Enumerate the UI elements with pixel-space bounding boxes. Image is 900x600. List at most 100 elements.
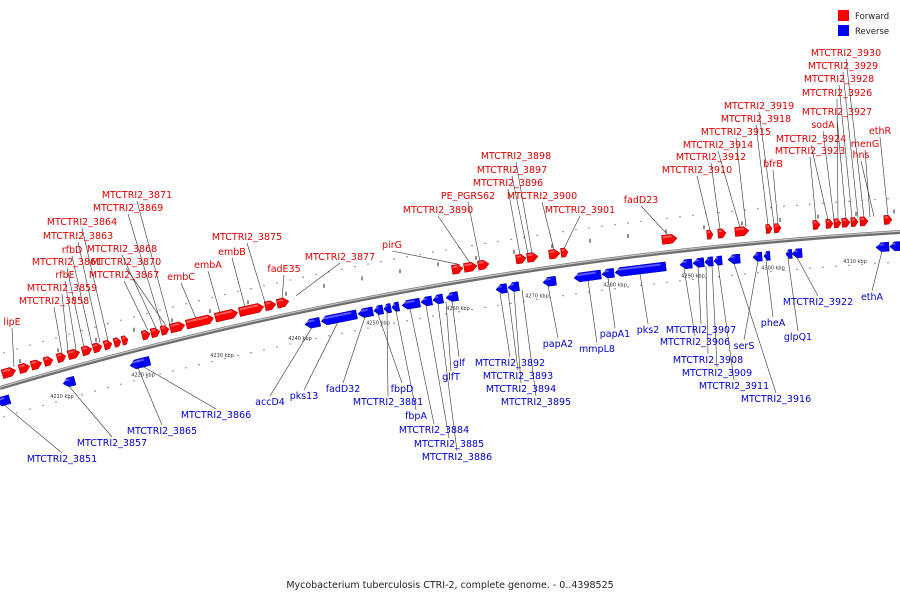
guide-dot xyxy=(159,309,161,311)
forward-gene xyxy=(263,300,277,312)
reverse-gene xyxy=(401,297,421,310)
axis-tick-label: 4240 kbp xyxy=(288,336,312,342)
forward-gene xyxy=(717,228,727,239)
guide-dot xyxy=(406,320,408,322)
leader-line xyxy=(822,130,835,220)
guide-dot xyxy=(757,272,759,274)
axis-tick-label: 4300 kbp xyxy=(761,265,785,271)
forward-gene xyxy=(140,329,151,341)
leader-line xyxy=(711,265,718,368)
reverse-gene-label: MTCTRI2_3866 xyxy=(181,410,251,421)
guide-dot xyxy=(237,290,239,293)
guide-dot xyxy=(289,279,291,281)
reverse-gene xyxy=(0,394,12,407)
leader-line xyxy=(409,308,435,425)
axis-tick-label: 4270 kbp xyxy=(525,293,549,299)
leader-line xyxy=(207,270,221,313)
forward-gene-label: fadE35 xyxy=(267,264,300,275)
forward-gene-label: MTCTRI2_3896 xyxy=(473,178,543,189)
reverse-gene-label: accD4 xyxy=(255,397,285,408)
leader-line xyxy=(121,254,157,329)
leader-line xyxy=(845,58,865,218)
reverse-gene-label: MTCTRI2_3857 xyxy=(77,438,147,449)
reverse-gene-label: MTCTRI2_3909 xyxy=(682,368,752,379)
forward-gene-label: pirG xyxy=(382,240,402,251)
guide-dot xyxy=(263,348,265,351)
reverse-gene-label: glfT xyxy=(442,372,460,383)
guide-dot xyxy=(666,281,668,284)
guide-dot xyxy=(796,204,798,207)
leader-line xyxy=(180,282,197,319)
guide-dot xyxy=(211,296,213,299)
guide-dot xyxy=(406,256,408,258)
guide-dot xyxy=(471,244,473,247)
forward-gene xyxy=(112,337,122,348)
forward-gene-label: MTCTRI2_3914 xyxy=(683,140,753,151)
guide-dot xyxy=(419,317,421,320)
guide-dot xyxy=(640,220,642,223)
forward-gene-label: MTCTRI2_3910 xyxy=(662,165,732,176)
backbone-line xyxy=(0,230,900,390)
forward-gene-label: MTCTRI2_3924 xyxy=(776,134,846,145)
forward-gene xyxy=(159,325,170,336)
forward-gene xyxy=(66,348,81,361)
reverse-gene xyxy=(391,301,401,312)
forward-gene xyxy=(734,226,750,237)
guide-dot xyxy=(29,344,31,346)
forward-gene xyxy=(0,367,17,379)
guide-dot xyxy=(679,280,681,282)
forward-gene-label: MTCTRI2_3897 xyxy=(477,165,547,176)
guide-dot xyxy=(55,401,57,403)
forward-gene-label: MTCTRI2_3871 xyxy=(102,190,172,201)
guide-dot xyxy=(614,287,616,290)
reverse-gene-label: MTCTRI2_3908 xyxy=(673,355,743,366)
forward-gene xyxy=(706,229,714,240)
leader-line xyxy=(377,314,403,384)
guide-dot xyxy=(16,412,18,414)
guide-dot xyxy=(731,274,733,277)
forward-gene-label: MTCTRI2_3890 xyxy=(403,205,473,216)
guide-dot xyxy=(432,251,434,253)
leader-line xyxy=(710,162,721,230)
reverse-gene-label: MTCTRI2_3916 xyxy=(741,394,811,405)
leader-line xyxy=(125,267,167,326)
forward-gene-label: embA xyxy=(194,260,222,271)
reverse-gene xyxy=(495,283,508,294)
guide-dot xyxy=(536,234,538,237)
leader-line xyxy=(836,117,847,219)
reverse-gene xyxy=(601,268,615,279)
reverse-gene-label: MTCTRI2_3892 xyxy=(475,358,545,369)
leader-line xyxy=(71,255,93,345)
reverse-gene xyxy=(727,253,741,264)
leader-line xyxy=(467,201,481,262)
reverse-gene-label: pheA xyxy=(761,318,786,329)
leader-line xyxy=(77,241,101,343)
forward-gene-label: MTCTRI2_3918 xyxy=(721,114,791,125)
guide-dot xyxy=(874,262,876,265)
leader-line xyxy=(437,215,471,264)
leader-line xyxy=(563,215,581,249)
guide-dot xyxy=(3,416,5,418)
guide-dot xyxy=(315,337,317,340)
leader-line xyxy=(386,312,389,397)
reverse-gene xyxy=(614,261,667,277)
guide-dot xyxy=(783,269,785,272)
genome-backbone xyxy=(0,230,900,390)
forward-gene xyxy=(765,224,773,234)
forward-gene xyxy=(29,359,43,371)
guide-dot xyxy=(822,266,824,268)
guide-dot xyxy=(809,267,811,270)
forward-gene-label: embB xyxy=(218,247,246,258)
leader-line xyxy=(425,305,450,439)
reverse-gene xyxy=(679,258,693,270)
forward-gene xyxy=(91,342,103,354)
reverse-gene xyxy=(875,241,890,252)
legend-forward-swatch xyxy=(838,10,849,21)
leader-line xyxy=(810,144,829,220)
reverse-gene-label: serS xyxy=(734,341,755,352)
guide-dot xyxy=(666,217,668,220)
guide-dot xyxy=(380,324,382,327)
forward-gene xyxy=(42,356,54,367)
guide-dot xyxy=(861,263,863,266)
leader-line xyxy=(755,124,769,225)
